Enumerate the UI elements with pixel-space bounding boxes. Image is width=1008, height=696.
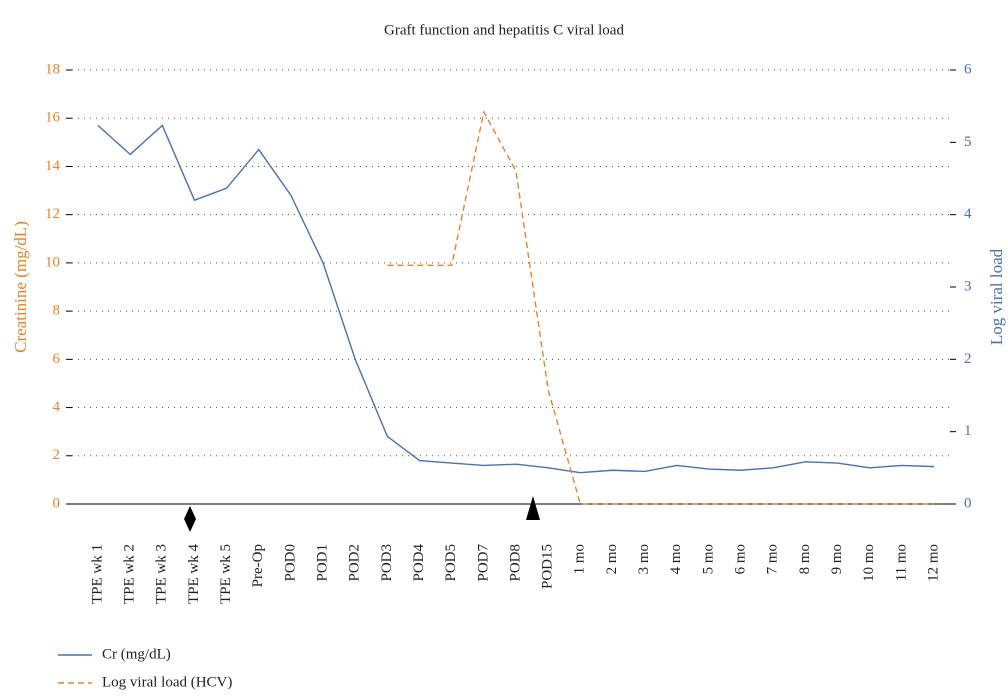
x-tick-label: 8 mo — [797, 544, 813, 574]
x-tick-label: 6 mo — [733, 544, 749, 574]
x-tick-label: POD2 — [347, 544, 363, 582]
y2-tick-label: 6 — [964, 61, 972, 77]
x-tick-label: 4 mo — [668, 544, 684, 574]
y2-tick-label: 1 — [964, 423, 972, 439]
y-tick-label: 4 — [53, 399, 61, 415]
y2-axis-label: Log viral load — [987, 248, 1006, 345]
x-tick-label: TPE wk 1 — [89, 544, 105, 604]
x-tick-label: 5 mo — [700, 544, 716, 574]
x-tick-label: 1 mo — [572, 544, 588, 574]
y2-tick-label: 4 — [964, 206, 972, 222]
x-tick-label: 9 mo — [829, 544, 845, 574]
x-tick-label: POD8 — [507, 544, 523, 582]
y-tick-label: 12 — [45, 206, 60, 222]
x-tick-label: 10 mo — [861, 544, 877, 582]
x-tick-label: 12 mo — [925, 544, 941, 582]
x-tick-label: POD15 — [540, 544, 556, 589]
y-tick-label: 2 — [53, 447, 61, 463]
x-tick-label: POD7 — [475, 544, 491, 582]
series-line — [387, 109, 934, 505]
y2-tick-label: 3 — [964, 278, 972, 294]
legend-label: Cr (mg/dL) — [102, 646, 171, 662]
x-tick-label: TPE wk 3 — [154, 544, 170, 604]
y2-tick-label: 5 — [964, 134, 972, 150]
x-tick-label: TPE wk 5 — [218, 544, 234, 604]
legend-label: Log viral load (HCV) — [102, 674, 232, 690]
y2-tick-label: 2 — [964, 351, 972, 367]
y-tick-label: 14 — [45, 158, 61, 174]
chart-title: Graft function and hepatitis C viral loa… — [384, 22, 624, 38]
y-tick-label: 0 — [53, 495, 61, 511]
x-tick-label: POD5 — [443, 544, 459, 582]
x-tick-label: POD0 — [282, 544, 298, 582]
y-tick-label: 10 — [45, 254, 60, 270]
x-tick-label: TPE wk 4 — [186, 544, 202, 605]
y-tick-label: 6 — [53, 351, 61, 367]
x-tick-label: 3 mo — [636, 544, 652, 574]
triangle-marker — [526, 496, 540, 520]
x-tick-label: POD3 — [379, 544, 395, 582]
x-tick-label: 7 mo — [765, 544, 781, 574]
y-axis-label: Creatinine (mg/dL) — [11, 221, 30, 353]
y-tick-label: 18 — [45, 61, 60, 77]
diamond-marker — [184, 506, 196, 532]
y2-tick-label: 0 — [964, 495, 972, 511]
x-tick-label: 11 mo — [893, 544, 909, 581]
y-tick-label: 8 — [53, 303, 61, 319]
x-tick-label: TPE wk 2 — [122, 544, 138, 604]
x-tick-label: 2 mo — [604, 544, 620, 574]
x-tick-label: POD1 — [315, 544, 331, 582]
y-tick-label: 16 — [45, 110, 61, 126]
x-tick-label: POD4 — [411, 544, 427, 582]
x-tick-label: Pre-Op — [250, 544, 266, 587]
series-line — [97, 124, 935, 474]
